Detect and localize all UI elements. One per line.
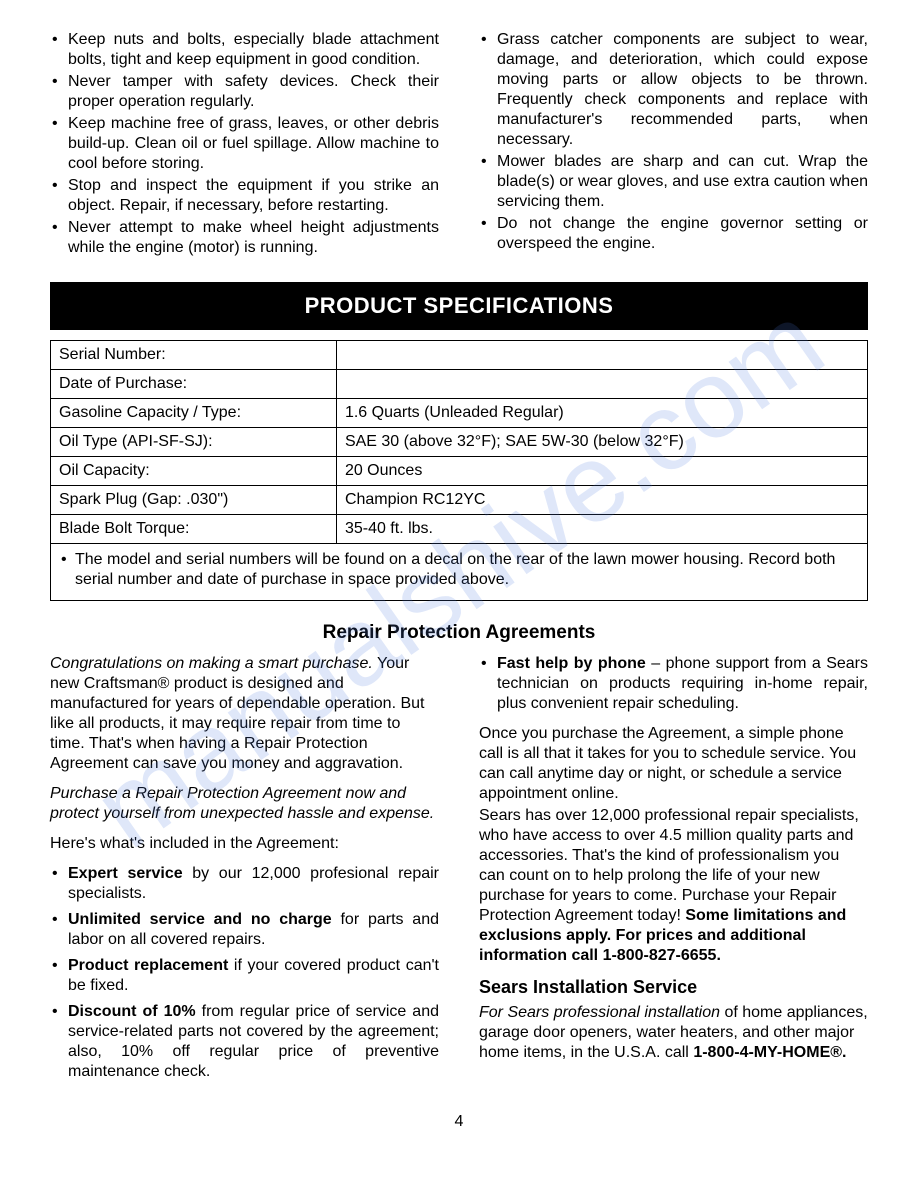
spec-label: Oil Capacity: bbox=[51, 456, 337, 485]
sis-heading: Sears Installation Service bbox=[479, 976, 868, 999]
table-row: Date of Purchase: bbox=[51, 369, 868, 398]
rpa-heading: Repair Protection Agreements bbox=[50, 621, 868, 645]
list-item: Do not change the engine governor settin… bbox=[479, 214, 868, 254]
list-item: Never tamper with safety devices. Check … bbox=[50, 72, 439, 112]
spec-label: Oil Type (API-SF-SJ): bbox=[51, 427, 337, 456]
table-row: Oil Type (API-SF-SJ):SAE 30 (above 32°F)… bbox=[51, 427, 868, 456]
rpa-right-para1: Once you purchase the Agreement, a simpl… bbox=[479, 724, 868, 804]
spec-value: SAE 30 (above 32°F); SAE 5W-30 (below 32… bbox=[336, 427, 867, 456]
list-item: Grass catcher components are subject to … bbox=[479, 30, 868, 150]
spec-label: Gasoline Capacity / Type: bbox=[51, 398, 337, 427]
top-right-bullet-list: Grass catcher components are subject to … bbox=[479, 30, 868, 254]
list-item: Discount of 10% from regular price of se… bbox=[50, 1002, 439, 1082]
rpa-included-line: Here's what's included in the Agreement: bbox=[50, 834, 439, 854]
spec-value: 1.6 Quarts (Unleaded Regular) bbox=[336, 398, 867, 427]
page-number: 4 bbox=[50, 1112, 868, 1132]
list-item: Unlimited service and no charge for part… bbox=[50, 910, 439, 950]
rpa-right-fasthelp-list: Fast help by phone – phone support from … bbox=[479, 654, 868, 714]
rpa-fasthelp-item: Fast help by phone – phone support from … bbox=[479, 654, 868, 714]
sis-paragraph: For Sears professional installation of h… bbox=[479, 1003, 868, 1063]
rpa-agreement-list: Expert service by our 12,000 profesional… bbox=[50, 864, 439, 1082]
sis-phone: 1-800-4-MY-HOME®. bbox=[693, 1044, 846, 1061]
rpa-purchase-line: Purchase a Repair Protection Agreement n… bbox=[50, 784, 439, 824]
list-item: Product replacement if your covered prod… bbox=[50, 956, 439, 996]
list-item: Never attempt to make wheel height adjus… bbox=[50, 218, 439, 258]
list-item: Keep machine free of grass, leaves, or o… bbox=[50, 114, 439, 174]
list-item-bold: Unlimited service and no charge bbox=[68, 911, 332, 928]
spec-label: Date of Purchase: bbox=[51, 369, 337, 398]
table-row: Spark Plug (Gap: .030")Champion RC12YC bbox=[51, 485, 868, 514]
spec-label: Serial Number: bbox=[51, 340, 337, 369]
table-row: Gasoline Capacity / Type:1.6 Quarts (Unl… bbox=[51, 398, 868, 427]
rpa-intro-rest: Your new Craftsman® product is designed … bbox=[50, 655, 424, 772]
spec-note-text: The model and serial numbers will be fou… bbox=[61, 550, 857, 590]
list-item-bold: Expert service bbox=[68, 865, 183, 882]
spec-value bbox=[336, 340, 867, 369]
list-item: Keep nuts and bolts, especially blade at… bbox=[50, 30, 439, 70]
spec-note: The model and serial numbers will be fou… bbox=[50, 544, 868, 601]
sis-italic: For Sears professional installation bbox=[479, 1004, 720, 1021]
spec-label: Spark Plug (Gap: .030") bbox=[51, 485, 337, 514]
rpa-intro: Congratulations on making a smart purcha… bbox=[50, 654, 439, 774]
table-row: Oil Capacity:20 Ounces bbox=[51, 456, 868, 485]
top-left-bullet-list: Keep nuts and bolts, especially blade at… bbox=[50, 30, 439, 258]
spec-table: Serial Number:Date of Purchase:Gasoline … bbox=[50, 340, 868, 544]
spec-value: 20 Ounces bbox=[336, 456, 867, 485]
top-bullets-columns: Keep nuts and bolts, especially blade at… bbox=[50, 30, 868, 260]
table-row: Blade Bolt Torque:35-40 ft. lbs. bbox=[51, 514, 868, 543]
list-item-bold: Product replacement bbox=[68, 957, 228, 974]
list-item: Expert service by our 12,000 profesional… bbox=[50, 864, 439, 904]
list-item: Stop and inspect the equipment if you st… bbox=[50, 176, 439, 216]
table-row: Serial Number: bbox=[51, 340, 868, 369]
list-item: Mower blades are sharp and can cut. Wrap… bbox=[479, 152, 868, 212]
spec-value: 35-40 ft. lbs. bbox=[336, 514, 867, 543]
spec-value: Champion RC12YC bbox=[336, 485, 867, 514]
list-item-bold: Discount of 10% bbox=[68, 1003, 196, 1020]
spec-header: PRODUCT SPECIFICATIONS bbox=[50, 282, 868, 330]
spec-value bbox=[336, 369, 867, 398]
rpa-columns: Congratulations on making a smart purcha… bbox=[50, 654, 868, 1088]
rpa-intro-italic: Congratulations on making a smart purcha… bbox=[50, 655, 373, 672]
rpa-fasthelp-bold: Fast help by phone bbox=[497, 655, 646, 672]
spec-label: Blade Bolt Torque: bbox=[51, 514, 337, 543]
rpa-right-para2: Sears has over 12,000 professional repai… bbox=[479, 806, 868, 966]
